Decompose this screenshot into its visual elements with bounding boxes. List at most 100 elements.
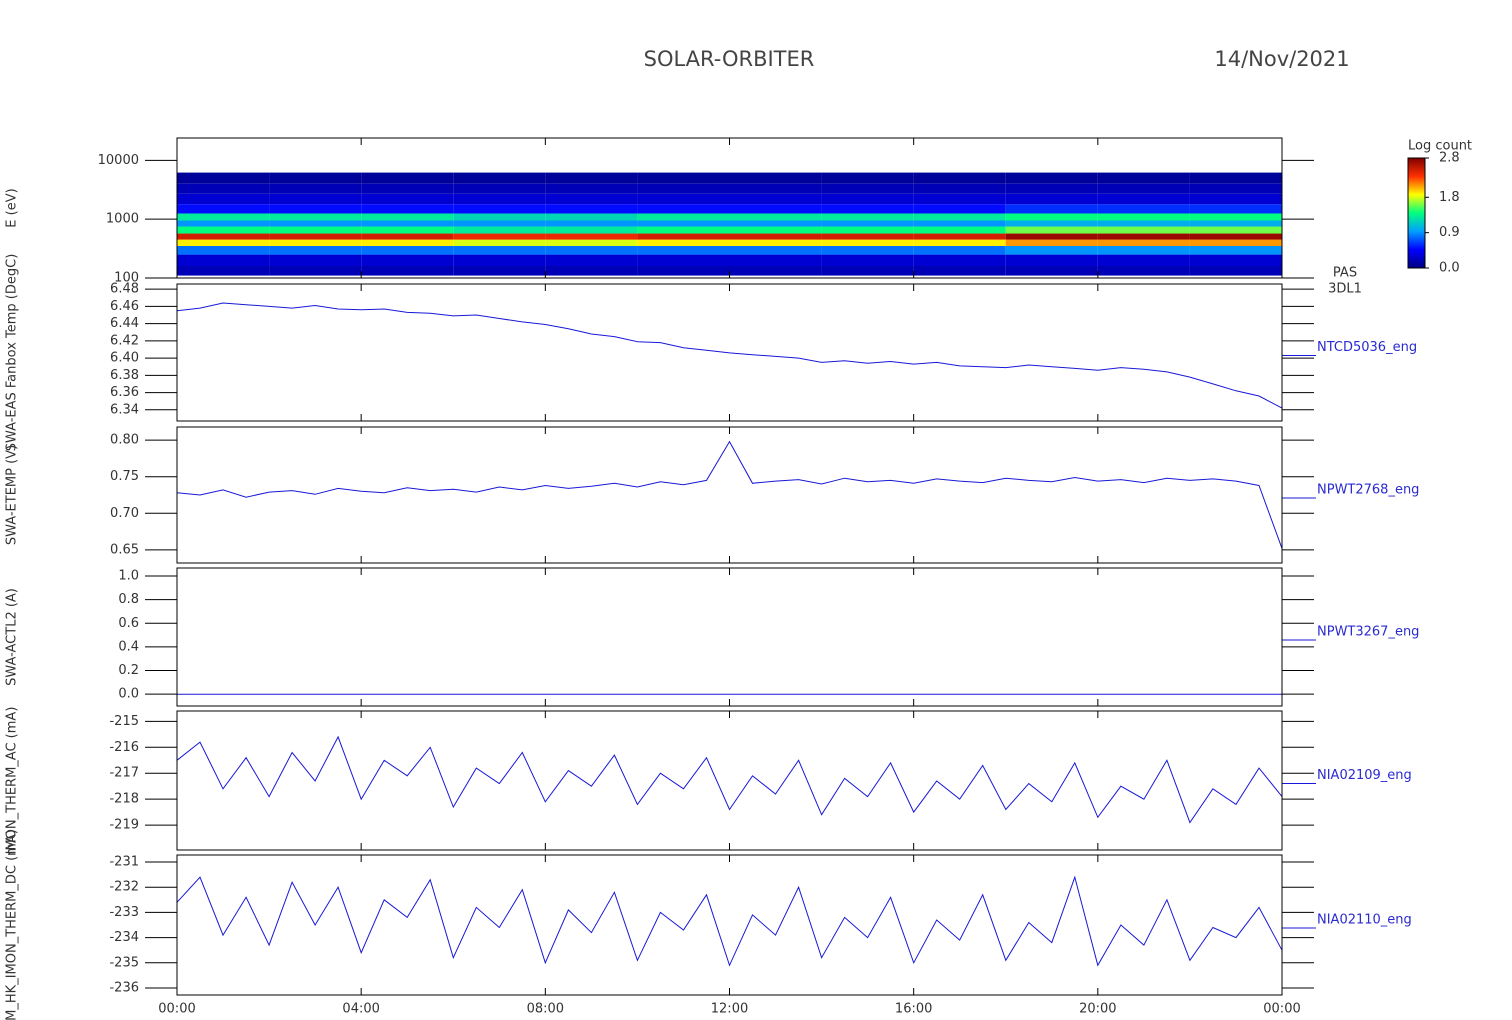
x-tick-label: 16:00 <box>895 1002 932 1017</box>
heat-cell <box>1189 213 1282 221</box>
y-tick-label: -215 <box>109 714 139 729</box>
heat-cell <box>637 172 730 184</box>
heat-cell <box>177 233 270 240</box>
legend-label: NIA02109_eng <box>1317 768 1412 783</box>
y-tick-label: 6.34 <box>110 402 139 417</box>
heat-cell <box>729 254 822 266</box>
heat-cell <box>1097 226 1190 234</box>
heat-cell <box>177 226 270 234</box>
heat-cell <box>269 213 362 221</box>
plot-frame <box>176 710 1283 851</box>
heat-cell <box>729 172 822 184</box>
y-tick-label: 6.36 <box>110 385 139 400</box>
heat-cell <box>729 193 822 205</box>
y-tick-label: 6.38 <box>110 368 139 383</box>
heat-cell <box>1097 172 1190 184</box>
colorbar-tick-label: 2.8 <box>1439 151 1460 166</box>
heat-cell <box>177 239 270 246</box>
heat-cell <box>269 265 362 276</box>
heat-cell <box>453 213 546 221</box>
heat-cell <box>177 265 270 276</box>
heat-cell <box>729 213 822 221</box>
heat-cell <box>545 204 638 214</box>
legend-label: NTCD5036_eng <box>1317 340 1417 355</box>
y-tick-label: -219 <box>109 818 139 833</box>
y-axis-label: M_HK_IMON_THERM_DC (mA) <box>5 829 20 1020</box>
heat-cell <box>453 245 546 255</box>
heat-cell <box>1097 239 1190 246</box>
heat-cell <box>729 239 822 246</box>
heat-cell <box>913 193 1006 205</box>
x-tick-label: 00:00 <box>1263 1002 1300 1017</box>
legend-label: NIA02110_eng <box>1317 913 1412 928</box>
heat-cell <box>1189 254 1282 266</box>
y-tick-label: 0.75 <box>110 469 139 484</box>
colorbar-tick-label: 0.9 <box>1439 225 1460 240</box>
heat-cell <box>177 213 270 221</box>
x-tick-label: 04:00 <box>342 1002 379 1017</box>
heat-cell <box>821 213 914 221</box>
heat-cell <box>177 183 270 194</box>
heat-cell <box>361 213 454 221</box>
heat-cell <box>545 213 638 221</box>
heat-cell <box>821 220 914 227</box>
heat-cell <box>545 183 638 194</box>
heat-cell <box>1189 193 1282 205</box>
heat-cell <box>269 220 362 227</box>
x-tick-label: 00:00 <box>158 1002 195 1017</box>
heat-cell <box>361 239 454 246</box>
y-tick-label: -235 <box>109 955 139 970</box>
heat-cell <box>177 245 270 255</box>
instrument-label: PAS <box>1333 266 1357 281</box>
heat-cell <box>637 233 730 240</box>
y-axis-label: SWA-ETEMP (V) <box>5 445 20 545</box>
y-axis-label: E (eV) <box>5 188 20 227</box>
heat-cell <box>177 204 270 214</box>
y-tick-label: 0.80 <box>110 433 139 448</box>
heat-cell <box>1005 254 1098 266</box>
heat-cell <box>177 254 270 266</box>
heat-cell <box>545 193 638 205</box>
heat-cell <box>1005 193 1098 205</box>
heat-cell <box>453 172 546 184</box>
heat-cell <box>1005 220 1098 227</box>
colorbar-title: Log count <box>1408 139 1472 154</box>
heat-cell <box>269 204 362 214</box>
chart-title: SOLAR-ORBITER <box>644 47 815 71</box>
heat-cell <box>1189 220 1282 227</box>
heat-cell <box>913 226 1006 234</box>
series-line <box>176 302 1283 409</box>
heat-cell <box>453 265 546 276</box>
heat-cell <box>1005 204 1098 214</box>
heat-cell <box>545 220 638 227</box>
heat-cell <box>361 254 454 266</box>
heat-cell <box>913 204 1006 214</box>
heat-cell <box>913 213 1006 221</box>
heat-cell <box>1005 226 1098 234</box>
heat-cell <box>913 172 1006 184</box>
y-axis-label: SWA-EAS Fanbox Temp (DegC) <box>5 254 20 452</box>
y-tick-label: -233 <box>109 905 139 920</box>
heat-cell <box>913 245 1006 255</box>
y-tick-label: 0.70 <box>110 506 139 521</box>
heat-cell <box>1097 193 1190 205</box>
heat-cell <box>637 213 730 221</box>
date: 14/Nov/2021 <box>1214 47 1349 71</box>
x-tick-label: 12:00 <box>711 1002 748 1017</box>
heat-cell <box>269 226 362 234</box>
series-line <box>176 875 1283 967</box>
heat-cell <box>729 265 822 276</box>
heat-cell <box>729 204 822 214</box>
y-axis-label: SWA-ACTL2 (A) <box>5 588 20 686</box>
colorbar-tick-label: 1.8 <box>1439 190 1460 205</box>
colorbar-tick-label: 0.0 <box>1439 261 1460 276</box>
y-tick-label: -217 <box>109 766 139 781</box>
heat-cell <box>821 226 914 234</box>
heat-cell <box>1005 265 1098 276</box>
heat-cell <box>1097 245 1190 255</box>
heat-cell <box>453 193 546 205</box>
heat-cell <box>821 254 914 266</box>
heat-cell <box>361 193 454 205</box>
plot-frame <box>176 567 1283 707</box>
